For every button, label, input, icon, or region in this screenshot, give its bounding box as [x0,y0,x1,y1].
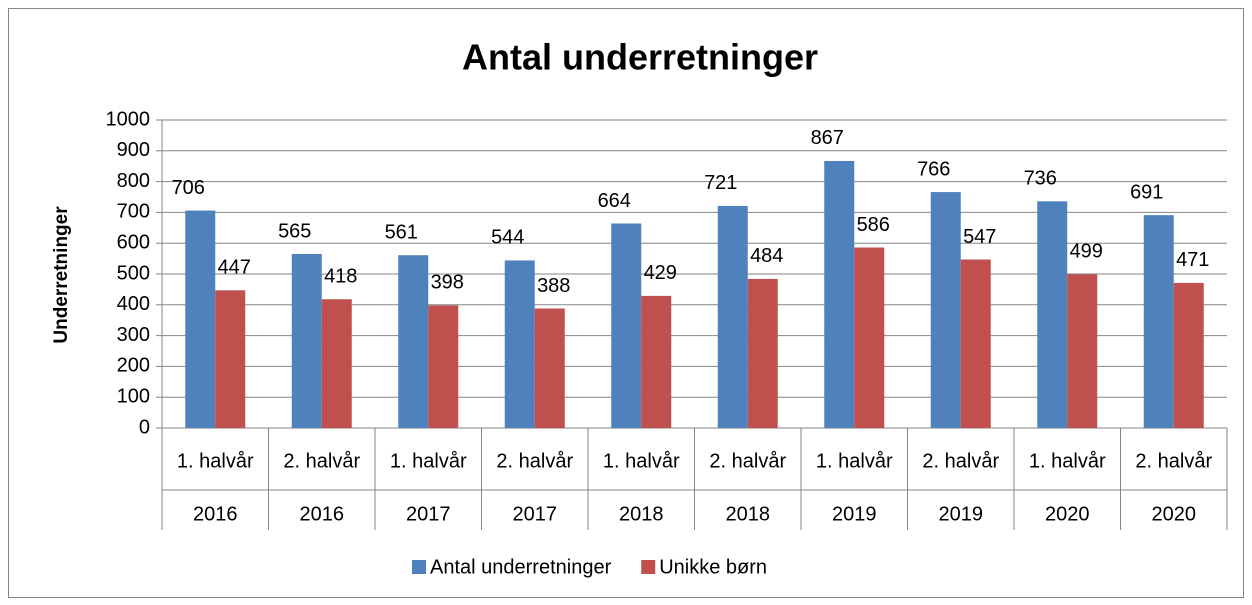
bar [854,247,885,428]
x-tick-label: 2. halvår [709,450,786,472]
data-label: 471 [1176,249,1209,271]
x-group-label: 2017 [513,503,558,525]
chart-title: Antal underretninger [462,37,818,78]
data-label: 398 [431,272,464,294]
data-label: 418 [324,266,357,288]
x-group-label: 2020 [1152,503,1197,525]
data-label: 447 [218,257,251,279]
x-group-label: 2020 [1045,503,1090,525]
data-label: 721 [704,172,737,194]
y-tick-label: 0 [139,416,150,438]
data-label: 429 [644,262,677,284]
x-group-label: 2018 [726,503,771,525]
x-tick-label: 1. halvår [390,450,467,472]
y-tick-label: 900 [117,139,150,161]
bar [1173,282,1204,428]
x-tick-label: 2. halvår [922,450,999,472]
bar [215,290,246,428]
x-tick-label: 2. halvår [496,450,573,472]
bar [930,192,961,428]
x-tick-label: 1. halvår [1029,450,1106,472]
y-tick-label: 400 [117,293,150,315]
y-tick-label: 100 [117,385,150,407]
data-label: 561 [385,221,418,243]
y-tick-label: 300 [117,324,150,346]
bar [824,160,855,429]
x-tick-label: 2. halvår [283,450,360,472]
y-tick-label: 700 [117,201,150,223]
data-label: 547 [963,226,996,248]
data-label: 766 [917,158,950,180]
bar [428,305,459,428]
data-label: 544 [491,227,524,249]
x-group-label: 2019 [832,503,877,525]
data-label: 499 [1070,241,1103,263]
data-label: 706 [172,177,205,199]
x-tick-label: 1. halvår [177,450,254,472]
legend-label: Antal underretninger [430,556,612,578]
y-tick-label: 200 [117,355,150,377]
bar [398,255,429,428]
legend-swatch [641,560,656,574]
x-group-label: 2017 [406,503,451,525]
y-tick-label: 500 [117,262,150,284]
x-group-label: 2019 [939,503,984,525]
bar [641,295,672,428]
data-label: 867 [811,127,844,149]
y-tick-label: 800 [117,170,150,192]
x-tick-label: 1. halvår [816,450,893,472]
bar [960,259,991,428]
data-label: 565 [278,220,311,242]
bar [504,260,535,428]
bar [1037,201,1068,428]
data-label: 586 [857,214,890,236]
bar [534,308,565,428]
bar [717,205,748,428]
x-tick-label: 1. halvår [603,450,680,472]
bar [1067,274,1098,428]
data-label: 664 [598,190,631,212]
x-group-label: 2016 [300,503,345,525]
data-label: 484 [750,245,783,267]
legend-label: Unikke børn [659,556,767,578]
x-group-label: 2016 [193,503,238,525]
data-label: 736 [1024,168,1057,190]
y-axis-label: Underretninger [51,206,72,344]
x-group-label: 2018 [619,503,664,525]
bar [611,223,642,428]
data-label: 691 [1130,181,1163,203]
data-label: 388 [537,275,570,297]
legend-swatch [412,560,426,574]
x-tick-label: 2. halvår [1135,450,1212,472]
bar [321,299,352,428]
y-tick-label: 1000 [106,108,151,130]
bar [747,278,778,428]
bar [185,210,216,428]
y-tick-label: 600 [117,231,150,253]
bar [1143,215,1174,428]
bar [291,253,322,428]
